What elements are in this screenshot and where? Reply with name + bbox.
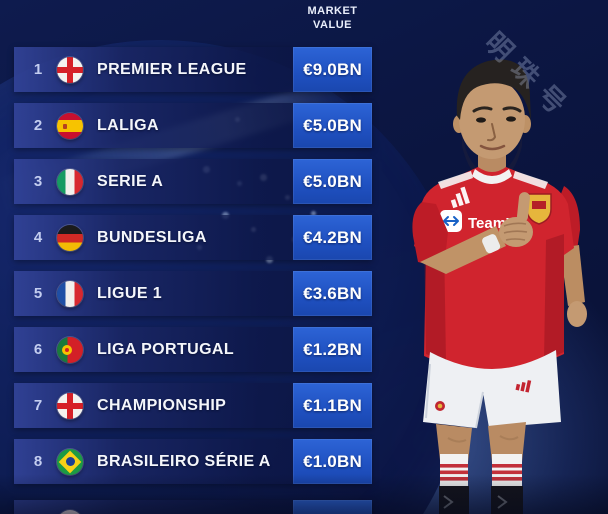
rank-label: 2	[33, 117, 43, 134]
market-value-box: €4.2BN	[293, 215, 372, 260]
market-value-box: €9.0BN	[293, 47, 372, 92]
flag-spain-icon	[57, 112, 83, 139]
league-name: LIGUE 1	[97, 284, 163, 302]
player-photo: TeamVi	[412, 59, 587, 514]
rank-label: 1	[33, 61, 43, 78]
club-crest-icon	[526, 193, 552, 225]
rank-label: 4	[33, 229, 43, 246]
market-value-box: €5.0BN	[293, 103, 372, 148]
market-value: €4.2BN	[303, 227, 362, 247]
market-value-box: €3.6BN	[293, 271, 372, 316]
market-value-header: MARKET VALUE	[293, 5, 372, 33]
market-value: €3.6BN	[303, 283, 362, 303]
player-shorts	[423, 350, 561, 428]
flag-germany-icon	[57, 224, 83, 251]
rank-label: 7	[33, 397, 43, 414]
table-row: 5 LIGUE 1 €3.6BN	[14, 271, 372, 316]
league-name: CHAMPIONSHIP	[97, 396, 227, 414]
market-value: €1.0BN	[303, 451, 362, 471]
table-row: 4 BUNDESLIGA €4.2BN	[14, 215, 372, 260]
bottom-vignette	[0, 474, 608, 514]
rank-label: 8	[33, 453, 43, 470]
market-value-box: €5.0BN	[293, 159, 372, 204]
market-value: €9.0BN	[303, 59, 362, 79]
rank-label: 5	[33, 285, 43, 302]
flag-italy-icon	[57, 168, 83, 195]
league-name: BRASILEIRO SÉRIE A	[97, 452, 271, 470]
cloud-speckles	[0, 0, 3, 3]
league-name: LIGA PORTUGAL	[97, 340, 235, 358]
rank-label: 3	[33, 173, 43, 190]
player-hair	[456, 59, 531, 122]
flag-england-icon	[57, 392, 83, 419]
jersey-collar	[472, 169, 512, 184]
adidas-logo-icon	[450, 186, 470, 209]
wristband	[482, 234, 501, 254]
market-value-box: €1.2BN	[293, 327, 372, 372]
market-value: €5.0BN	[303, 115, 362, 135]
shorts-adidas-icon	[515, 380, 532, 393]
league-name: SERIE A	[97, 172, 164, 190]
table-row: 2 LALIGA €5.0BN	[14, 103, 372, 148]
market-value-header-line2: VALUE	[313, 18, 352, 31]
table-row: 3 SERIE A €5.0BN	[14, 159, 372, 204]
market-value: €1.2BN	[303, 339, 362, 359]
market-value: €5.0BN	[303, 171, 362, 191]
rank-label: 6	[33, 341, 43, 358]
table-row: 7 CHAMPIONSHIP €1.1BN	[14, 383, 372, 428]
league-name: BUNDESLIGA	[97, 228, 207, 246]
league-list: 1 PREMIER LEAGUE €9.0BN 2 LALIGA €5.0BN …	[14, 47, 372, 495]
player-face	[459, 79, 525, 159]
league-name: LALIGA	[97, 116, 159, 134]
table-row: 1 PREMIER LEAGUE €9.0BN	[14, 47, 372, 92]
table-row: 6 LIGA PORTUGAL €1.2BN	[14, 327, 372, 372]
league-name: PREMIER LEAGUE	[97, 60, 247, 78]
flag-brazil-icon	[57, 448, 83, 475]
flag-portugal-icon	[57, 336, 83, 363]
player-right-sleeve	[412, 202, 448, 268]
thumbs-up-hand	[499, 192, 533, 247]
market-value-header-line1: MARKET	[307, 5, 358, 17]
market-value: €1.1BN	[303, 395, 362, 415]
flag-england-icon	[57, 56, 83, 83]
flag-france-icon	[57, 280, 83, 307]
market-value-box: €1.1BN	[293, 383, 372, 428]
